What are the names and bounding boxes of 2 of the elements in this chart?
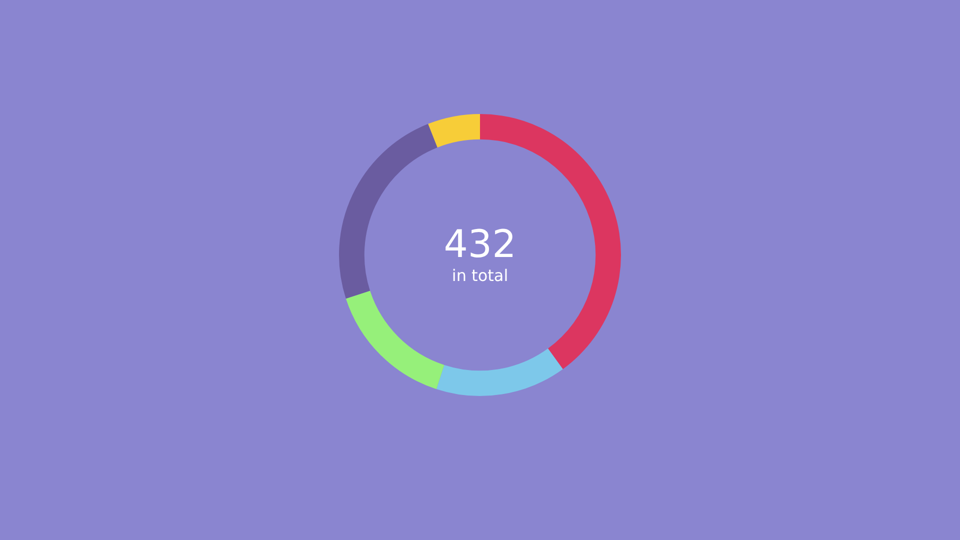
text: 432 (444, 222, 516, 266)
text: in total (452, 266, 508, 286)
